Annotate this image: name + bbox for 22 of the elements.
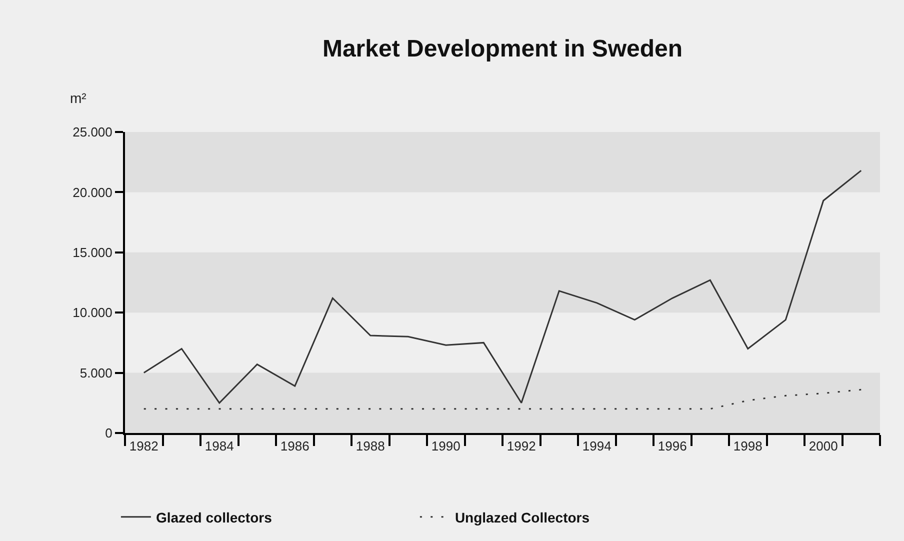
line-series (143, 170, 862, 404)
y-tick-label: 0 (105, 426, 112, 441)
legend-label: Glazed collectors (156, 509, 272, 526)
x-tick-label: 1990 (431, 438, 460, 454)
x-tick-label: 1994 (582, 438, 612, 454)
chart-title: Market Development in Sweden (322, 35, 683, 62)
x-tick-label: 1988 (356, 438, 385, 454)
x-tick-label: 1986 (280, 438, 310, 454)
x-tick-label: 2000 (808, 438, 838, 454)
y-tick-label: 10.000 (72, 305, 112, 320)
x-tick-label: 1996 (658, 438, 687, 454)
y-tick-label: 20.000 (72, 184, 112, 200)
x-tick-label: 1998 (733, 438, 762, 454)
y-axis-title: m² (70, 90, 87, 106)
y-tick-label: 15.000 (72, 244, 112, 260)
x-tick-label: 1982 (129, 438, 158, 454)
x-tick-label: 1992 (506, 438, 536, 454)
legend-label: Unglazed Collectors (454, 509, 590, 526)
y-tick-label: 5.000 (80, 365, 112, 380)
line-series (143, 388, 862, 410)
x-tick-label: 1984 (204, 438, 234, 454)
y-tick-label: 25.000 (72, 124, 112, 140)
